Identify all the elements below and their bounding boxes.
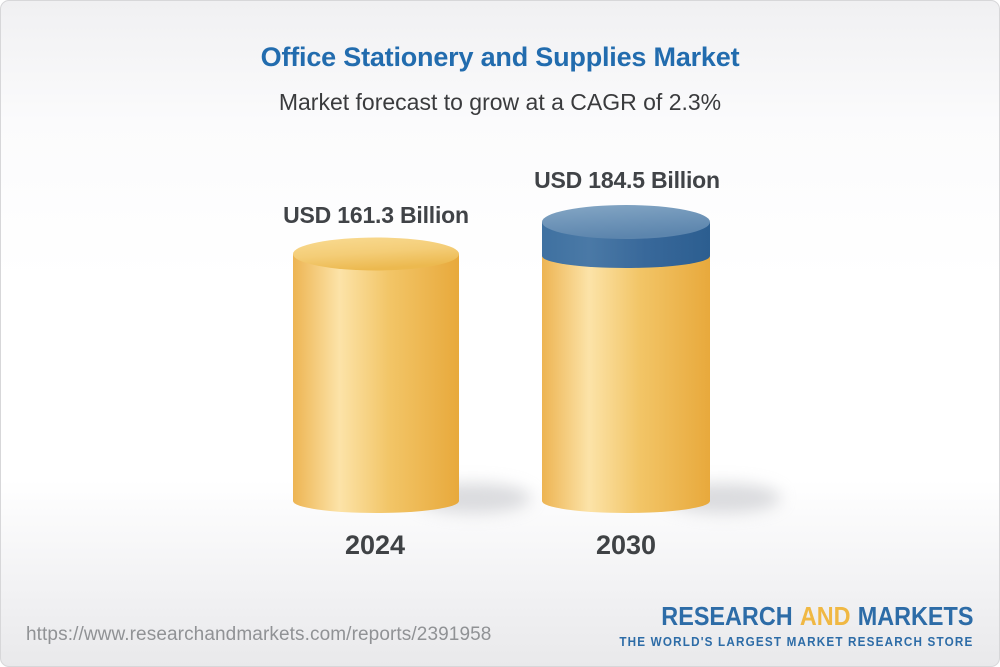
category-label-2030: 2030: [595, 530, 657, 560]
logo-word-markets: MARKETS: [857, 601, 973, 631]
report-url: https://www.researchandmarkets.com/repor…: [26, 624, 492, 645]
value-label-2024: USD 161.3 Billion: [283, 202, 469, 228]
cylinder-2024-body: [293, 254, 459, 513]
cylinder-2030-growth-band: [542, 222, 710, 268]
cylinder-2030-body: [542, 256, 710, 513]
cylinder-2024-shadow: [415, 483, 531, 513]
page-title: Office Stationery and Supplies Market: [260, 42, 740, 72]
cylinder-2030: [542, 205, 781, 513]
page-subtitle: Market forecast to grow at a CAGR of 2.3…: [278, 89, 722, 115]
logo-wordmark: RESEARCH AND MARKETS: [619, 602, 973, 631]
logo-tagline: THE WORLD'S LARGEST MARKET RESEARCH STOR…: [618, 634, 973, 649]
research-and-markets-logo: RESEARCH AND MARKETS THE WORLD'S LARGEST…: [618, 602, 973, 650]
value-label-2030: USD 184.5 Billion: [534, 167, 720, 193]
cylinder-2024: [293, 237, 531, 513]
cylinder-2030-shadow: [665, 483, 781, 513]
cylinder-2030-top: [542, 205, 710, 239]
logo-word-research: RESEARCH: [660, 601, 793, 631]
category-label-2024: 2024: [344, 530, 406, 560]
logo-word-and: AND: [799, 601, 851, 631]
cylinder-2024-top: [293, 237, 459, 271]
